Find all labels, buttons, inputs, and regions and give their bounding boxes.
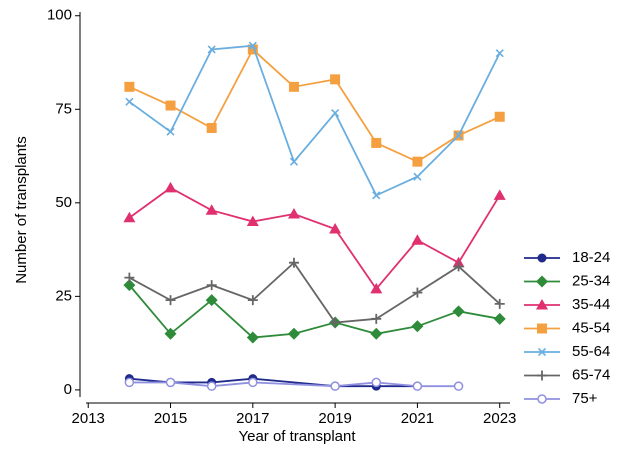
marker <box>287 208 300 219</box>
marker <box>494 111 505 122</box>
marker <box>537 253 547 263</box>
marker <box>371 313 382 324</box>
marker <box>206 122 217 133</box>
marker <box>413 172 422 181</box>
series-line <box>128 186 501 291</box>
legend-label: 55-64 <box>572 343 610 360</box>
marker <box>206 280 217 291</box>
marker <box>165 295 176 306</box>
marker <box>536 299 548 310</box>
x-tick-label: 2013 <box>72 410 105 427</box>
y-tick-label: 75 <box>55 100 72 117</box>
marker <box>124 81 135 92</box>
marker <box>205 204 218 215</box>
legend-label: 65-74 <box>572 366 610 383</box>
marker <box>330 317 341 328</box>
marker <box>453 381 464 391</box>
marker <box>493 189 506 200</box>
marker <box>287 327 300 340</box>
marker <box>124 272 135 283</box>
x-tick-label: 2021 <box>401 410 434 427</box>
marker <box>371 377 382 388</box>
marker <box>165 100 176 111</box>
marker <box>246 331 259 344</box>
marker <box>329 223 342 234</box>
marker <box>330 381 340 391</box>
marker <box>493 312 506 325</box>
marker <box>247 44 258 55</box>
marker <box>412 156 423 167</box>
marker <box>124 377 135 388</box>
marker <box>495 49 504 58</box>
marker <box>537 394 547 404</box>
marker <box>205 294 218 307</box>
marker <box>164 181 177 193</box>
marker <box>206 381 217 391</box>
marker <box>370 282 383 294</box>
legend-label: 35-44 <box>572 296 610 313</box>
marker <box>372 191 381 200</box>
series-line <box>128 261 501 324</box>
marker <box>331 108 340 118</box>
x-tick-label: 2015 <box>154 410 187 427</box>
marker <box>537 370 547 381</box>
marker <box>412 287 423 298</box>
x-tick-label: 2019 <box>318 410 351 427</box>
x-axis-title: Year of transplant <box>238 428 356 445</box>
marker <box>248 41 257 50</box>
marker <box>412 381 423 391</box>
marker <box>125 97 134 106</box>
y-tick-label: 50 <box>55 194 72 211</box>
marker <box>166 127 175 136</box>
marker <box>411 234 424 245</box>
marker <box>123 279 136 292</box>
marker <box>123 211 136 223</box>
x-tick-label: 2023 <box>483 410 516 427</box>
marker <box>164 327 177 340</box>
marker <box>289 157 299 166</box>
marker <box>165 377 176 388</box>
marker <box>494 298 505 309</box>
marker <box>537 347 547 357</box>
marker <box>452 305 465 318</box>
series-line <box>128 284 500 339</box>
marker <box>248 377 258 388</box>
y-tick-label: 25 <box>55 287 72 304</box>
y-tick-label: 0 <box>64 381 72 398</box>
x-tick-label: 2017 <box>236 410 269 427</box>
series-line <box>129 381 459 388</box>
marker <box>371 137 382 148</box>
marker <box>246 215 259 227</box>
marker <box>247 295 258 306</box>
y-tick-label: 100 <box>47 7 72 24</box>
marker <box>207 45 216 54</box>
series-line <box>128 44 501 197</box>
marker <box>370 327 383 340</box>
marker <box>288 81 299 92</box>
legend-label: 45-54 <box>572 319 610 336</box>
marker <box>537 323 547 334</box>
y-axis-title: Number of transplants <box>13 136 30 284</box>
marker <box>330 74 341 85</box>
marker <box>411 320 424 333</box>
marker <box>454 131 463 140</box>
marker <box>453 261 464 272</box>
legend-label: 75+ <box>572 390 598 407</box>
legend-label: 18-24 <box>572 249 610 266</box>
series-line <box>129 47 501 163</box>
marker <box>536 275 548 288</box>
marker <box>288 257 299 268</box>
legend-label: 25-34 <box>572 272 610 289</box>
